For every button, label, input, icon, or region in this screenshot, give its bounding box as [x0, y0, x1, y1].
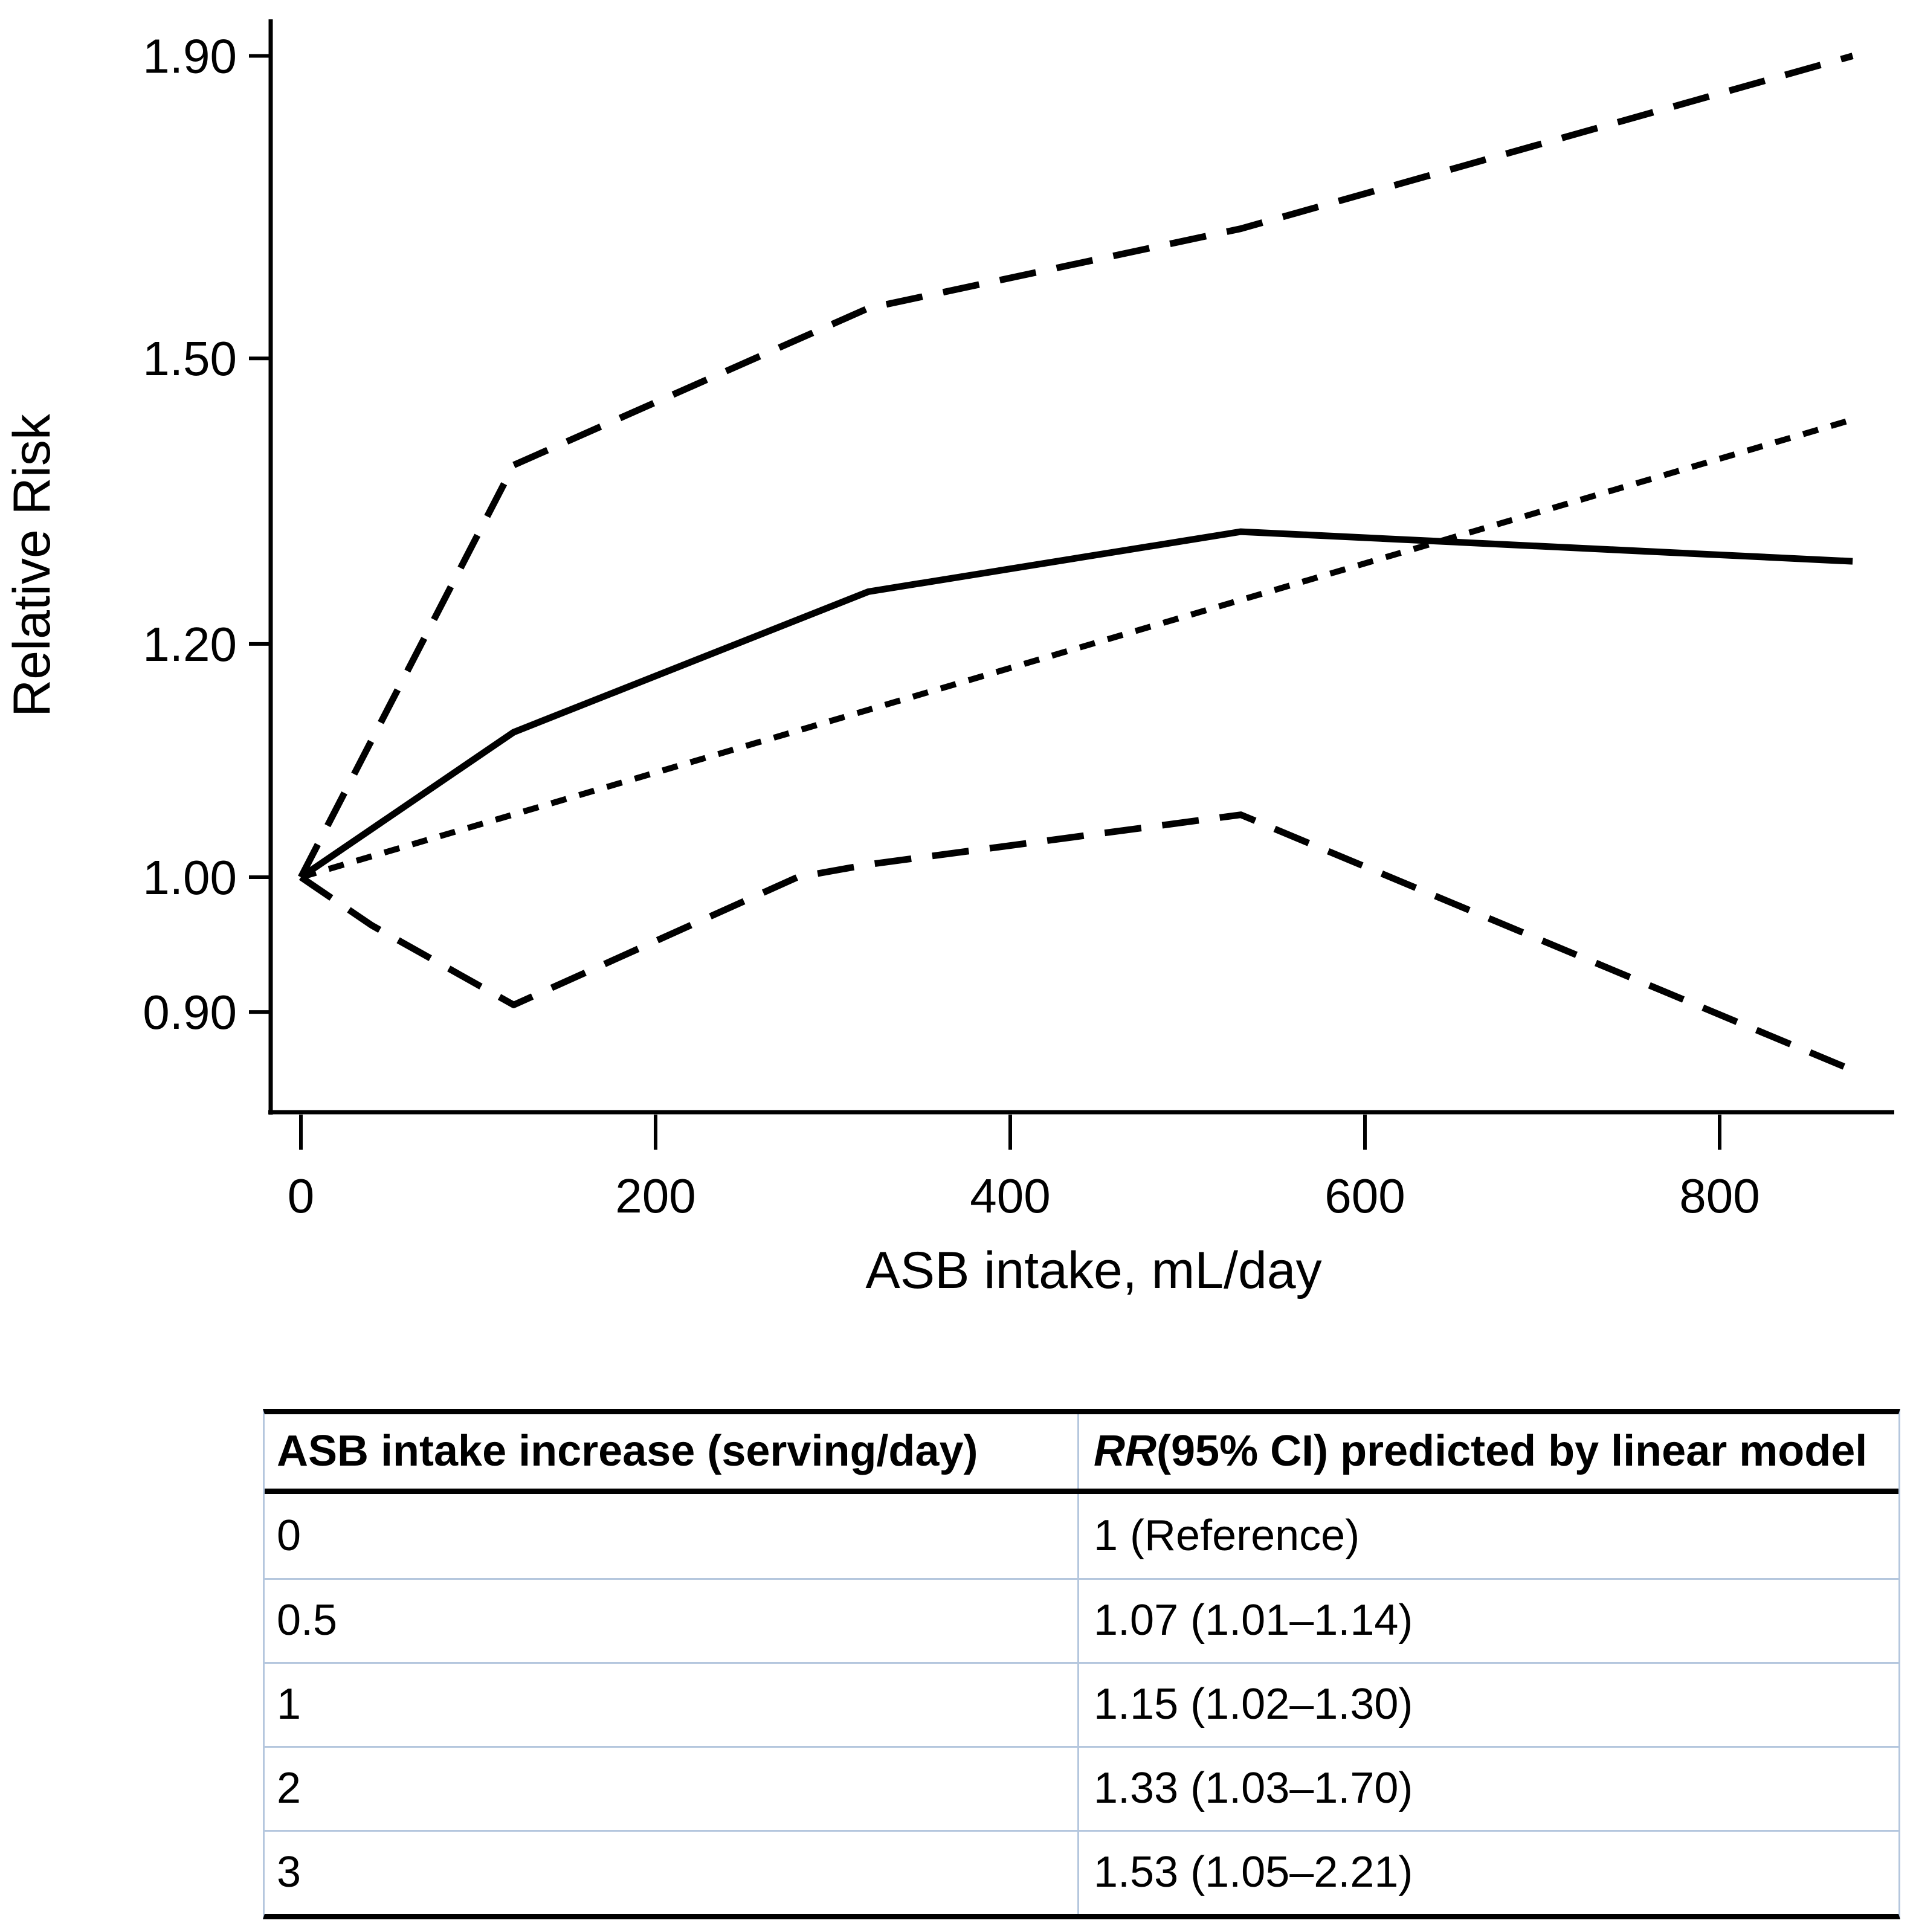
- table-row: 2 1.33 (1.03–1.70): [265, 1746, 1898, 1830]
- table-row: 0 1 (Reference): [265, 1494, 1898, 1578]
- y-tick-label: 1.90: [143, 30, 237, 83]
- y-axis-title: Relative Risk: [3, 413, 61, 717]
- y-tick-label: 1.50: [143, 332, 237, 385]
- x-axis-ticks: 0 200 400 600 800: [288, 1115, 1760, 1223]
- rr-cell: 1.33 (1.03–1.70): [1094, 1764, 1413, 1813]
- x-tick-label: 400: [970, 1169, 1050, 1223]
- dose-response-chart: 0.90 1.00 1.20 1.50 1.90 0 200 400 600 800 ASB i…: [3, 19, 1894, 1299]
- intake-cell: 2: [265, 1748, 1079, 1830]
- table-row: 3 1.53 (1.05–2.21): [265, 1830, 1898, 1914]
- rr-cell: 1.15 (1.02–1.30): [1094, 1680, 1413, 1729]
- rr-linear-model-table: ASB intake increase (serving/day) RR (95…: [263, 1409, 1900, 1919]
- intake-cell: 0: [265, 1494, 1079, 1578]
- table-row: 0.5 1.07 (1.01–1.14): [265, 1578, 1898, 1662]
- x-tick-label: 800: [1679, 1169, 1760, 1223]
- x-tick-label: 0: [288, 1169, 315, 1223]
- x-tick-label: 200: [615, 1169, 695, 1223]
- intake-cell: 3: [265, 1832, 1079, 1914]
- header-rr-rest: (95% CI) predicted by linear model: [1156, 1426, 1868, 1475]
- header-rr: RR (95% CI) predicted by linear model: [1079, 1414, 1898, 1489]
- table-header-row: ASB intake increase (serving/day) RR (95…: [265, 1414, 1898, 1494]
- intake-cell: 1: [265, 1664, 1079, 1746]
- rr-cell: 1.53 (1.05–2.21): [1094, 1848, 1413, 1897]
- linear-model-line: [300, 416, 1854, 880]
- ci-upper-line: [298, 53, 1854, 879]
- x-tick-label: 600: [1324, 1169, 1405, 1223]
- spline-rr-line: [298, 528, 1853, 880]
- rr-cell: 1.07 (1.01–1.14): [1094, 1596, 1413, 1645]
- table-row: 1 1.15 (1.02–1.30): [265, 1662, 1898, 1746]
- y-axis-ticks: 0.90 1.00 1.20 1.50 1.90: [143, 30, 269, 1039]
- x-axis-title: ASB intake, mL/day: [865, 1241, 1321, 1299]
- y-tick-label: 0.90: [143, 985, 237, 1039]
- header-rr-italic: RR: [1094, 1426, 1156, 1475]
- y-tick-label: 1.20: [143, 617, 237, 671]
- rr-cell: 1 (Reference): [1094, 1511, 1360, 1560]
- ci-lower-line: [298, 811, 1854, 1074]
- y-tick-label: 1.00: [143, 851, 237, 904]
- header-intake: ASB intake increase (serving/day): [265, 1414, 1079, 1489]
- intake-cell: 0.5: [265, 1580, 1079, 1662]
